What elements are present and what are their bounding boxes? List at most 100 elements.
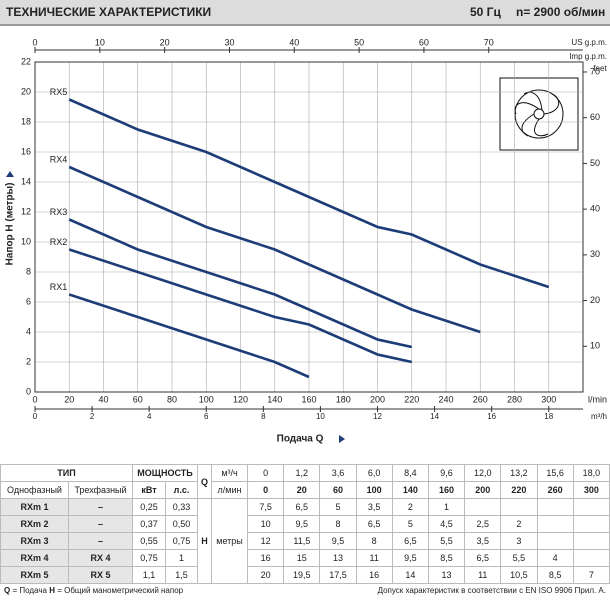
table-cell: 0,25 [132, 498, 166, 516]
x4-tick-label: 18 [544, 412, 553, 421]
y2-tick-label: 20 [590, 295, 600, 305]
table-cell: 0,50 [164, 515, 199, 533]
table-cell: 220 [500, 481, 538, 499]
table-cell: 5 [391, 515, 429, 533]
table-cell [572, 549, 610, 567]
header: ТЕХНИЧЕСКИЕ ХАРАКТЕРИСТИКИ 50 Гц n= 2900… [0, 0, 610, 26]
table-cell: метры [211, 498, 249, 584]
table-cell: 6,5 [355, 515, 393, 533]
y-tick-label: 10 [21, 236, 31, 246]
x-tick-label: 20 [64, 394, 74, 404]
series-label: RX3 [50, 207, 68, 217]
curve [68, 165, 481, 334]
x2-tick-label: 40 [289, 37, 299, 47]
table-cell: Однофазный [0, 481, 69, 499]
q-text: = Подача [12, 586, 47, 595]
table-cell: 60 [319, 481, 357, 499]
table-cell: 8,5 [536, 566, 574, 584]
table-cell: 5,5 [427, 532, 466, 550]
table-cell: л/мин [211, 481, 249, 499]
x2-tick-label: 50 [354, 37, 364, 47]
table-cell: 0 [247, 464, 285, 482]
table-cell: 9,5 [391, 549, 429, 567]
speed: n= 2900 об/мин [516, 5, 606, 19]
table-cell [536, 515, 574, 533]
x-tick-label: 160 [301, 394, 316, 404]
table-cell: кВт [132, 481, 166, 499]
table-cell: – [68, 532, 133, 550]
y-tick-label: 14 [21, 176, 31, 186]
x4-tick-label: 6 [204, 412, 209, 421]
x2-tick-label: 30 [224, 37, 234, 47]
table-row: RXm 4 RX 4 0,75 1 16 15 13 11 9,5 8,5 6,5 5,5 4 [0, 549, 610, 567]
table-cell [500, 498, 538, 516]
table-cell [572, 498, 610, 516]
table-cell: – [68, 515, 133, 533]
x4-tick-label: 14 [430, 412, 439, 421]
table-cell: 100 [355, 481, 393, 499]
table-cell: 7,5 [247, 498, 285, 516]
table-cell [536, 498, 574, 516]
x2-tick-label: 10 [95, 37, 105, 47]
table-cell: 13 [319, 549, 357, 567]
x4-tick-label: 12 [373, 412, 382, 421]
table-cell: л.с. [164, 481, 199, 499]
table-cell: 2 [500, 515, 538, 533]
table-cell: 2 [391, 498, 429, 516]
table-cell: 200 [464, 481, 502, 499]
series-label: RX2 [50, 237, 68, 247]
plot-frame [34, 61, 584, 393]
table-cell: 11 [355, 549, 393, 567]
x-tick-label: 280 [507, 394, 522, 404]
table-cell: RXm 2 [0, 515, 69, 533]
table-cell: 0,33 [164, 498, 199, 516]
curve [68, 248, 413, 364]
table-cell: 6,0 [355, 464, 393, 482]
curve [68, 293, 310, 379]
table-cell: 2,5 [464, 515, 502, 533]
series-label: RX1 [50, 282, 68, 292]
y2-tick-label: 70 [590, 66, 600, 76]
table-cell: 18,0 [572, 464, 610, 482]
x-tick-label: 220 [404, 394, 419, 404]
table-cell: RXm 1 [0, 498, 69, 516]
table-cell: 3,6 [319, 464, 357, 482]
x2-tick-label: 60 [419, 37, 429, 47]
table-cell: 4,5 [427, 515, 466, 533]
table-cell: 7 [572, 566, 610, 584]
table-cell: 13,2 [500, 464, 538, 482]
y2-tick-label: 30 [590, 249, 600, 259]
table-row: RXm 3–0,55 0,75 12 11,5 9,5 8 6,5 5,5 3,5 3 [0, 532, 610, 550]
table-cell: 6,5 [391, 532, 429, 550]
x-tick-label: 100 [199, 394, 214, 404]
table-cell: RX 4 [68, 549, 133, 567]
table-cell: 17,5 [319, 566, 357, 584]
x-tick-label: 260 [473, 394, 488, 404]
x4-tick-label: 4 [147, 412, 152, 421]
series-label: RX4 [50, 154, 68, 164]
table-cell: 19,5 [283, 566, 321, 584]
x-tick-label: 140 [267, 394, 282, 404]
table-cell: 14 [391, 566, 429, 584]
table-cell [464, 498, 502, 516]
series-label: RX5 [50, 87, 68, 97]
x-tick-label: 60 [133, 394, 143, 404]
q-symbol: Q [4, 586, 11, 595]
table-cell: 10 [247, 515, 285, 533]
table-cell: RXm 3 [0, 532, 69, 550]
impeller-icon [499, 77, 579, 151]
table-cell: RX 5 [68, 566, 133, 584]
table-cell: 6,5 [283, 498, 321, 516]
x3-unit: Imp g.p.m. [569, 52, 607, 61]
tolerance-note: Допуск характеристик в соответствии с EN… [377, 586, 606, 595]
table-cell: 15,6 [536, 464, 574, 482]
x2-tick-label: 70 [484, 37, 494, 47]
table-cell: H [197, 498, 213, 584]
x4-tick-label: 16 [487, 412, 496, 421]
table-cell: 8,5 [427, 549, 466, 567]
table-cell: 13 [427, 566, 466, 584]
table-row: RXm 2–0,37 0,50 10 9,5 8 6,5 5 4,5 2,5 2 [0, 515, 610, 533]
